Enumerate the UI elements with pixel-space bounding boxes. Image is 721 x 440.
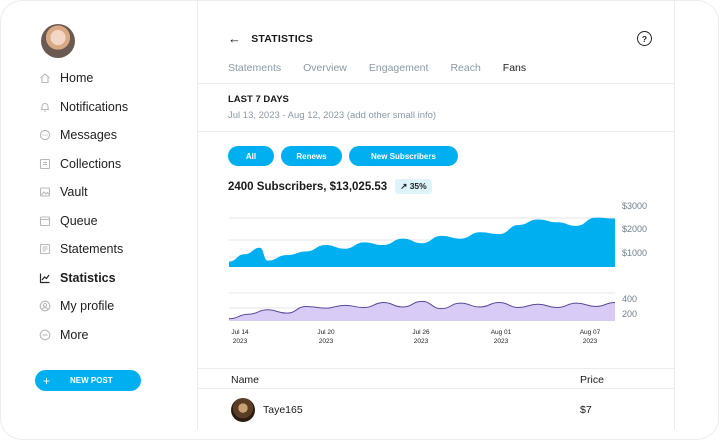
divider (198, 388, 674, 389)
page-title: STATISTICS (251, 32, 313, 45)
main-panel: ← STATISTICS ? Statements Overview Engag… (197, 0, 675, 430)
y-tick-label: $2000 (622, 224, 647, 234)
summary: 2400 Subscribers, $13,025.53 ↗ 35% (228, 179, 432, 194)
summary-text: 2400 Subscribers, $13,025.53 (228, 180, 388, 193)
x-tick-year: 2023 (233, 338, 248, 345)
y-tick-label: $1000 (622, 248, 647, 258)
period-label: LAST 7 DAYS (228, 94, 289, 105)
sidebar-item-label: Notifications (60, 99, 129, 114)
sidebar-item-label: Queue (60, 213, 98, 228)
change-badge: ↗ 35% (395, 179, 432, 194)
fan-avatar (231, 398, 255, 422)
new-post-button[interactable]: + NEW POST (35, 370, 141, 391)
help-icon[interactable]: ? (637, 31, 652, 46)
table-row[interactable]: Taye165 (231, 398, 303, 422)
x-tick-year: 2023 (319, 338, 334, 345)
divider (198, 131, 674, 132)
tab-reach[interactable]: Reach (450, 62, 481, 74)
sidebar-item-label: Messages (60, 128, 117, 143)
y-tick-label: $3000 (622, 201, 647, 211)
y-tick-label: 200 (622, 309, 637, 319)
statement-icon (39, 243, 51, 255)
avatar[interactable] (41, 24, 75, 58)
sidebar-item-home[interactable]: Home (39, 64, 128, 93)
calendar-icon (39, 215, 51, 227)
page-header: ← STATISTICS (228, 31, 313, 46)
profile-icon (39, 300, 51, 312)
chart-icon (39, 272, 51, 284)
sidebar: Home Notifications Messages Collections … (0, 0, 197, 430)
sidebar-item-label: Statistics (60, 270, 116, 285)
sidebar-item-label: Vault (60, 185, 88, 200)
tab-fans[interactable]: Fans (502, 62, 527, 74)
x-tick-year: 2023 (494, 338, 509, 345)
x-tick-label: Jul 14 (231, 329, 249, 336)
collection-icon (39, 158, 51, 170)
fan-name: Taye165 (263, 404, 303, 416)
x-tick-year: 2023 (414, 338, 429, 345)
sidebar-item-label: More (60, 327, 89, 342)
x-tick-label: Aug 07 (580, 329, 601, 336)
tab-overview[interactable]: Overview (303, 62, 347, 74)
sidebar-item-statistics[interactable]: Statistics (39, 264, 128, 293)
back-arrow-icon[interactable]: ← (228, 31, 242, 46)
sidebar-item-collections[interactable]: Collections (39, 150, 128, 179)
y-tick-label: 400 (622, 294, 637, 304)
plus-icon: + (43, 373, 51, 388)
sidebar-item-label: My profile (60, 299, 115, 314)
sidebar-item-my-profile[interactable]: My profile (39, 292, 128, 321)
change-value: 35% (409, 181, 427, 191)
filter-all-button[interactable]: All (228, 146, 274, 166)
x-tick-label: Aug 01 (491, 329, 512, 336)
tab-statements[interactable]: Statements (228, 62, 282, 74)
sidebar-item-more[interactable]: More (39, 321, 128, 350)
sidebar-item-label: Home (60, 71, 94, 86)
subscribers-area (229, 301, 615, 321)
trend-up-icon: ↗ (400, 181, 408, 191)
subscribers-line (228, 300, 616, 320)
revenue-area (229, 217, 615, 267)
message-icon (39, 129, 51, 141)
more-icon (39, 329, 51, 341)
sidebar-nav: Home Notifications Messages Collections … (39, 64, 128, 349)
sidebar-item-queue[interactable]: Queue (39, 207, 128, 236)
filter-renews-button[interactable]: Renews (281, 146, 342, 166)
sidebar-item-label: Collections (60, 156, 122, 171)
divider (198, 83, 674, 84)
sidebar-item-statements[interactable]: Statements (39, 235, 128, 264)
sidebar-item-notifications[interactable]: Notifications (39, 93, 128, 122)
sidebar-item-label: Statements (60, 242, 124, 257)
sidebar-item-vault[interactable]: Vault (39, 178, 128, 207)
bell-icon (39, 101, 51, 113)
sidebar-item-messages[interactable]: Messages (39, 121, 128, 150)
statistics-chart: $3000 $2000 $1000 400 200 Jul 14 2023 Jul 20 2… (228, 201, 647, 345)
column-header-name: Name (231, 374, 260, 386)
x-tick-year: 2023 (583, 338, 598, 345)
fan-price: $7 (580, 404, 592, 416)
divider (198, 368, 674, 369)
new-post-label: NEW POST (70, 376, 113, 385)
filter-pills: All Renews New Subscribers (228, 146, 458, 166)
column-header-price: Price (580, 374, 604, 386)
home-icon (39, 72, 51, 84)
tab-bar: Statements Overview Engagement Reach Fan… (228, 62, 526, 74)
period-range: Jul 13, 2023 - Aug 12, 2023 (add other s… (228, 110, 437, 121)
image-icon (39, 186, 51, 198)
x-tick-label: Jul 20 (317, 329, 335, 336)
filter-new-subscribers-button[interactable]: New Subscribers (349, 146, 458, 166)
x-tick-label: Jul 26 (412, 329, 430, 336)
tab-engagement[interactable]: Engagement (368, 62, 429, 74)
